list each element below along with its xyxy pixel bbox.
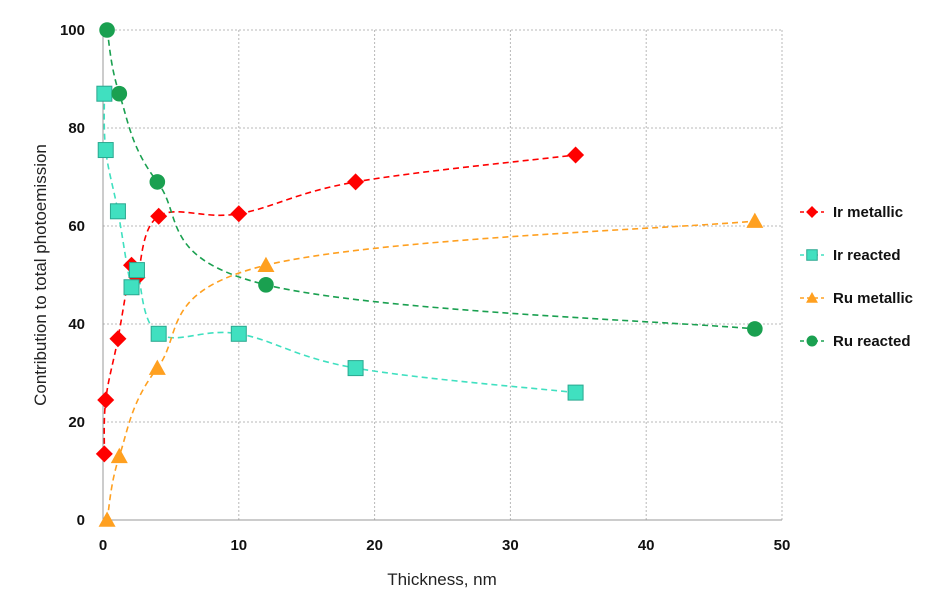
legend-label: Ir reacted — [833, 247, 901, 264]
data-point-ir-metallic — [347, 173, 365, 191]
data-point-ir-metallic — [109, 330, 127, 348]
legend-marker-ru-reacted — [806, 335, 818, 347]
series-line-ru-metallic — [106, 220, 755, 521]
grid-lines — [103, 29, 783, 520]
y-tick-label: 0 — [77, 512, 85, 529]
y-tick-label: 80 — [68, 120, 85, 137]
data-point-ir-reacted — [109, 203, 126, 220]
y-axis-label: Contribution to total photoemission — [31, 144, 50, 406]
y-tick-label: 40 — [68, 316, 85, 333]
x-tick-label: 30 — [502, 537, 519, 554]
data-point-ir-reacted — [567, 384, 584, 401]
data-point-ir-metallic — [150, 207, 168, 225]
legend-item-ru-metallic: Ru metallic — [800, 290, 913, 307]
legend-label: Ir metallic — [833, 204, 903, 221]
data-point-ru-metallic — [110, 447, 128, 464]
data-point-ru-reacted — [258, 277, 274, 293]
data-point-ir-reacted — [230, 325, 247, 342]
x-tick-label: 10 — [230, 537, 247, 554]
legend-marker-ir-reacted — [806, 249, 818, 261]
series-line-ir-reacted — [103, 93, 576, 394]
legend-marker-ru-metallic — [806, 292, 818, 303]
y-tick-label: 60 — [68, 218, 85, 235]
legend: Ir metallic Ir reacted Ru metallic Ru react… — [800, 204, 913, 350]
legend-label: Ru metallic — [833, 290, 913, 307]
data-point-ir-metallic — [97, 391, 115, 409]
data-point-ir-metallic — [230, 205, 248, 223]
data-point-ir-reacted — [128, 262, 145, 279]
data-point-ir-reacted — [347, 360, 364, 377]
x-tick-label: 0 — [99, 537, 107, 554]
data-point-ir-metallic — [567, 146, 585, 164]
legend-item-ir-metallic: Ir metallic — [800, 204, 903, 221]
series-line-ir-metallic — [103, 154, 576, 454]
x-axis-label: Thickness, nm — [387, 570, 497, 589]
y-tick-labels: 0 20 40 60 80 100 — [60, 22, 85, 529]
data-point-ru-metallic — [257, 256, 275, 272]
x-tick-label: 20 — [366, 537, 383, 554]
legend-marker-ir-metallic — [806, 206, 818, 218]
data-point-ir-metallic — [95, 445, 113, 463]
data-point-ru-metallic — [98, 511, 116, 527]
legend-label: Ru reacted — [833, 333, 911, 350]
data-point-ir-reacted — [150, 325, 167, 342]
data-point-ir-reacted — [123, 279, 140, 296]
y-tick-label: 100 — [60, 22, 85, 39]
series-lines — [103, 29, 755, 521]
data-point-ru-metallic — [148, 359, 166, 375]
legend-item-ir-reacted: Ir reacted — [800, 247, 901, 264]
data-point-ru-reacted — [111, 85, 128, 102]
data-point-ir-reacted — [96, 85, 113, 102]
series-line-ru-reacted — [106, 29, 755, 330]
x-tick-label: 50 — [774, 537, 791, 554]
y-tick-label: 20 — [68, 414, 85, 431]
legend-item-ru-reacted: Ru reacted — [800, 333, 911, 350]
data-point-ir-reacted — [97, 142, 114, 159]
data-point-ru-metallic — [746, 212, 764, 228]
x-tick-label: 40 — [638, 537, 655, 554]
series-markers — [95, 22, 764, 527]
data-point-ru-reacted — [99, 22, 115, 38]
x-tick-labels: 0 10 20 30 40 50 — [99, 537, 791, 554]
data-point-ru-reacted — [747, 321, 763, 337]
axes — [102, 28, 782, 521]
data-point-ru-reacted — [149, 174, 166, 190]
